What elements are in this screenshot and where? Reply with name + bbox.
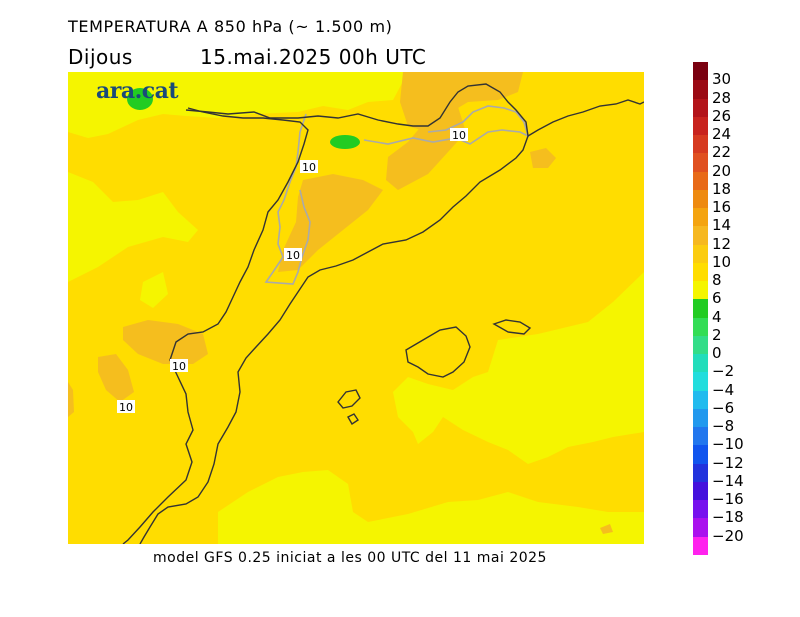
temperature-field-10-12 bbox=[68, 382, 74, 417]
scale-label: 16 bbox=[712, 198, 732, 216]
scale-label: 26 bbox=[712, 106, 732, 125]
temperature-field-6-8 bbox=[68, 72, 408, 138]
scale-color-cell bbox=[693, 116, 708, 136]
scale-label: 30 bbox=[712, 70, 732, 89]
scale-label: 14 bbox=[712, 216, 732, 235]
temperature-field-6-8 bbox=[140, 272, 168, 308]
scale-label: 2 bbox=[712, 325, 722, 344]
scale-color-cell bbox=[693, 135, 708, 154]
scale-color-cell bbox=[693, 390, 708, 410]
temperature-field-4-6 bbox=[127, 88, 153, 110]
scale-color-cell bbox=[693, 335, 708, 355]
contour-label-box bbox=[170, 359, 188, 372]
scale-color-cell bbox=[693, 427, 708, 446]
contour-label: 10 bbox=[452, 129, 466, 142]
scale-label: 0 bbox=[712, 344, 722, 362]
temperature-field-10-12 bbox=[123, 320, 208, 364]
scale-color-cell bbox=[693, 98, 708, 118]
scale-label: −12 bbox=[712, 453, 744, 472]
scale-label: 18 bbox=[712, 179, 732, 198]
scale-color-cell bbox=[693, 408, 708, 428]
temperature-field-10-12 bbox=[278, 174, 383, 272]
scale-label: −18 bbox=[712, 508, 744, 527]
mallorca-island bbox=[405, 326, 471, 378]
forecast-date: 15.mai.2025 00h UTC bbox=[200, 45, 427, 69]
formentera-island bbox=[347, 413, 359, 425]
contour-label-box bbox=[117, 400, 135, 413]
scale-label: −14 bbox=[712, 471, 744, 490]
scale-label: −16 bbox=[712, 490, 744, 508]
scale-color-cell bbox=[693, 153, 708, 172]
scale-color-cell bbox=[693, 317, 708, 337]
scale-color-cell bbox=[693, 372, 708, 391]
scale-color-cell bbox=[693, 463, 708, 483]
scale-color-cell bbox=[693, 281, 708, 300]
ara-cat-logo: ara.cat bbox=[96, 78, 179, 104]
scale-label: −6 bbox=[712, 398, 735, 417]
country-border bbox=[363, 105, 530, 145]
scale-color-cell bbox=[693, 189, 708, 209]
contour-label: 10 bbox=[302, 161, 316, 174]
temperature-field-10-12 bbox=[530, 148, 556, 168]
scale-label: 8 bbox=[712, 271, 722, 289]
contour-label-box bbox=[300, 160, 318, 173]
scale-color-cell bbox=[693, 262, 708, 282]
scale-color-cell bbox=[693, 80, 708, 99]
temperature-field-10-12 bbox=[386, 107, 466, 190]
scale-label: 4 bbox=[712, 307, 722, 326]
scale-color-cell bbox=[693, 354, 708, 373]
coastline bbox=[527, 99, 644, 137]
scale-label: −10 bbox=[712, 435, 744, 454]
contour-label: 10 bbox=[172, 360, 186, 373]
scale-label: −2 bbox=[712, 362, 735, 381]
temperature-field-6-8 bbox=[68, 172, 198, 282]
scale-label: 10 bbox=[712, 252, 732, 271]
temperature-field-10-12 bbox=[98, 354, 134, 402]
scale-label: 6 bbox=[712, 289, 722, 308]
scale-label: 20 bbox=[712, 161, 732, 180]
scale-label: −20 bbox=[712, 526, 744, 545]
map-title: TEMPERATURA A 850 hPa (~ 1.500 m) bbox=[68, 17, 393, 36]
scale-color-cell bbox=[693, 481, 708, 501]
coastline bbox=[139, 83, 529, 544]
scale-color-cell bbox=[693, 244, 708, 264]
scale-label: 28 bbox=[712, 88, 732, 107]
contour-label: 10 bbox=[286, 249, 300, 262]
scale-color-cell bbox=[693, 62, 708, 81]
scale-label: −4 bbox=[712, 380, 735, 399]
scale-color-cell bbox=[693, 171, 708, 191]
contour-label-box bbox=[284, 248, 302, 261]
temperature-field-6-8 bbox=[393, 272, 644, 464]
temperature-map: 10 10 10 10 10 bbox=[68, 72, 644, 544]
scale-color-cell bbox=[693, 226, 708, 245]
scale-label: 12 bbox=[712, 234, 732, 253]
contour-label: 10 bbox=[119, 401, 133, 414]
temperature-field-4-6 bbox=[330, 135, 360, 149]
scale-color-cell bbox=[693, 536, 708, 556]
contour-label-box bbox=[450, 128, 468, 141]
model-info: model GFS 0.25 iniciat a les 00 UTC del … bbox=[153, 550, 547, 566]
scale-label: 22 bbox=[712, 143, 732, 162]
country-border bbox=[122, 107, 309, 544]
scale-label: 24 bbox=[712, 125, 732, 143]
scale-color-cell bbox=[693, 445, 708, 464]
temperature-field-6-8 bbox=[623, 352, 644, 382]
scale-color-cell bbox=[693, 208, 708, 227]
scale-color-cell bbox=[693, 518, 708, 537]
scale-label: −8 bbox=[712, 417, 735, 435]
forecast-day: Dijous bbox=[68, 45, 133, 69]
eivissa-island bbox=[337, 389, 361, 409]
menorca-island bbox=[492, 319, 532, 335]
temperature-field-6-8 bbox=[218, 470, 644, 544]
temperature-field-10-12 bbox=[600, 524, 613, 534]
scale-color-cell bbox=[693, 299, 708, 318]
scale-color-cell bbox=[693, 500, 708, 519]
